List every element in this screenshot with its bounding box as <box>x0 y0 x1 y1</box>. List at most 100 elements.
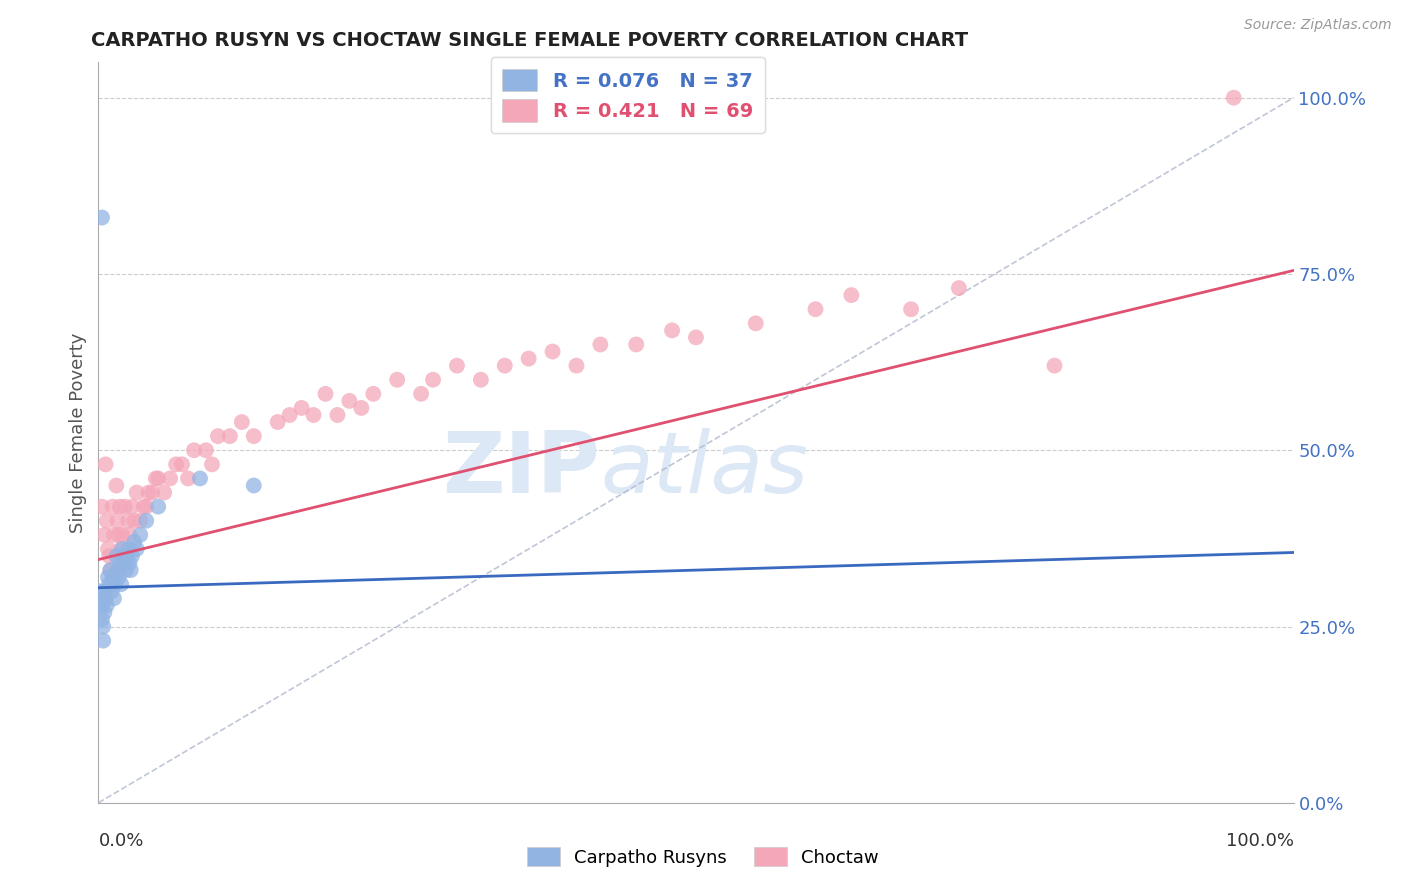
Point <box>804 302 827 317</box>
Point <box>114 549 136 563</box>
Point <box>117 514 139 528</box>
Point <box>385 373 409 387</box>
Point <box>107 528 129 542</box>
Point <box>148 500 170 514</box>
Point <box>108 556 131 570</box>
Point <box>315 387 337 401</box>
Point <box>117 541 139 556</box>
Point <box>111 541 134 556</box>
Text: CARPATHO RUSYN VS CHOCTAW SINGLE FEMALE POVERTY CORRELATION CHART: CARPATHO RUSYN VS CHOCTAW SINGLE FEMALE … <box>91 31 969 50</box>
Text: 0.0%: 0.0% <box>98 832 143 850</box>
Point <box>948 281 970 295</box>
Point <box>135 500 157 514</box>
Point <box>104 577 127 591</box>
Point <box>541 344 564 359</box>
Point <box>125 541 148 556</box>
Point <box>110 541 132 556</box>
Point <box>267 415 290 429</box>
Point <box>422 373 444 387</box>
Point <box>411 387 433 401</box>
Point <box>90 584 112 599</box>
Point <box>124 535 146 549</box>
Point <box>94 458 117 472</box>
Point <box>291 401 314 415</box>
Point <box>112 556 135 570</box>
Point <box>350 401 373 415</box>
Point <box>446 359 468 373</box>
Point <box>339 393 361 408</box>
Point <box>172 458 194 472</box>
Point <box>118 528 141 542</box>
Point <box>103 528 125 542</box>
Point <box>110 577 132 591</box>
Text: ZIP: ZIP <box>443 428 600 511</box>
Point <box>188 471 211 485</box>
Point <box>1223 91 1246 105</box>
Point <box>96 599 118 613</box>
Point <box>148 471 170 485</box>
Point <box>91 599 114 613</box>
Text: 100.0%: 100.0% <box>1226 832 1294 850</box>
Point <box>105 478 128 492</box>
Point <box>98 577 121 591</box>
Point <box>470 373 492 387</box>
Point <box>132 500 155 514</box>
Point <box>165 458 187 472</box>
Point <box>124 514 146 528</box>
Point <box>107 514 129 528</box>
Point <box>101 570 124 584</box>
Point <box>111 528 134 542</box>
Point <box>91 619 114 633</box>
Text: atlas: atlas <box>600 428 808 511</box>
Point <box>105 549 128 563</box>
Point <box>121 549 143 563</box>
Point <box>183 443 205 458</box>
Point <box>98 549 121 563</box>
Point <box>93 584 115 599</box>
Point <box>125 485 148 500</box>
Legend: Carpatho Rusyns, Choctaw: Carpatho Rusyns, Choctaw <box>520 840 886 874</box>
Point <box>219 429 242 443</box>
Point <box>129 514 152 528</box>
Point <box>91 500 114 514</box>
Point <box>100 584 122 599</box>
Point <box>243 478 266 492</box>
Point <box>207 429 229 443</box>
Point <box>97 570 120 584</box>
Point <box>589 337 612 351</box>
Point <box>115 549 138 563</box>
Point <box>231 415 253 429</box>
Point <box>94 591 117 606</box>
Point <box>661 323 683 337</box>
Point <box>201 458 224 472</box>
Point <box>91 633 114 648</box>
Point <box>121 500 143 514</box>
Point <box>195 443 218 458</box>
Point <box>107 563 129 577</box>
Point <box>326 408 349 422</box>
Point <box>841 288 863 302</box>
Point <box>114 500 136 514</box>
Point <box>98 563 122 577</box>
Point <box>118 556 141 570</box>
Point <box>159 471 181 485</box>
Point <box>129 528 152 542</box>
Y-axis label: Single Female Poverty: Single Female Poverty <box>69 333 87 533</box>
Point <box>517 351 540 366</box>
Point <box>278 408 301 422</box>
Point <box>135 514 157 528</box>
Point <box>900 302 922 317</box>
Point <box>138 485 160 500</box>
Point <box>93 606 115 620</box>
Point <box>745 316 768 330</box>
Point <box>363 387 385 401</box>
Point <box>107 570 129 584</box>
Point <box>120 563 142 577</box>
Point <box>145 471 167 485</box>
Text: Source: ZipAtlas.com: Source: ZipAtlas.com <box>1244 18 1392 32</box>
Point <box>626 337 648 351</box>
Point <box>91 612 114 626</box>
Point <box>141 485 163 500</box>
Point <box>97 541 120 556</box>
Point <box>153 485 176 500</box>
